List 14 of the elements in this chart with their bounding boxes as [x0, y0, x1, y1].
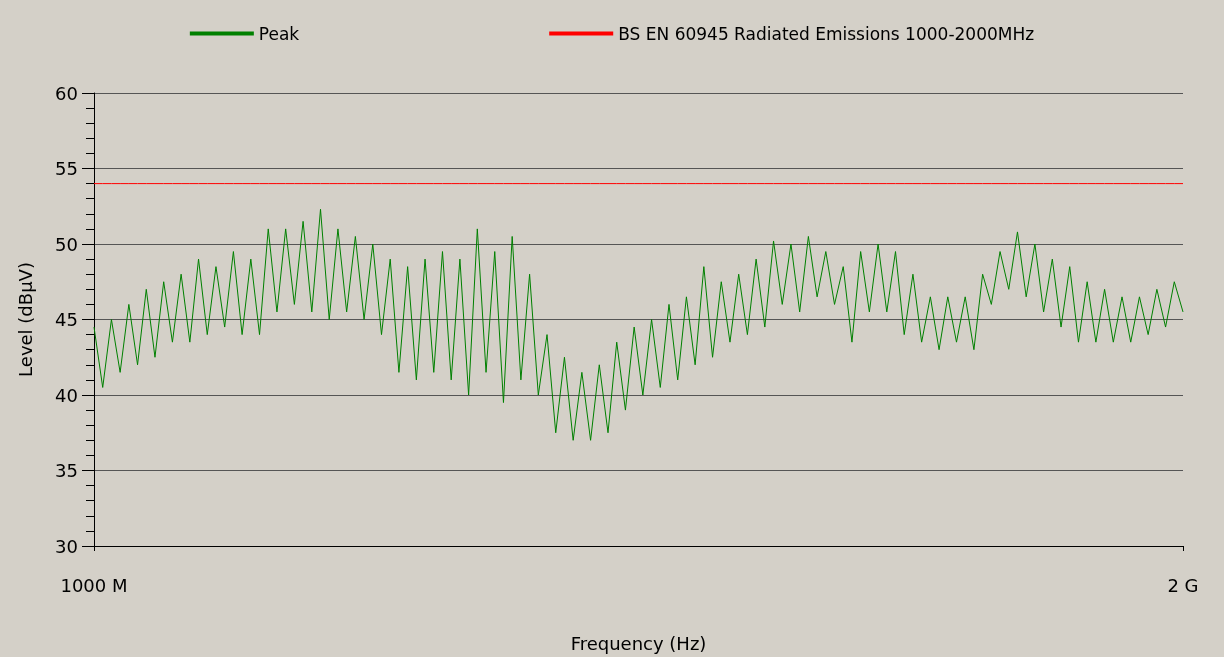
y-axis-title: Level (dBµV)	[14, 262, 36, 377]
legend-label: BS EN 60945 Radiated Emissions 1000-2000MHz	[618, 23, 1035, 44]
y-tick-label: 40	[55, 384, 78, 406]
x-axis-title: Frequency (Hz)	[570, 632, 707, 654]
x-tick-label: 2 G	[1167, 574, 1199, 596]
y-tick-label: 50	[55, 233, 78, 255]
line-series	[93, 208, 1184, 441]
y-tick-label: 45	[55, 309, 78, 330]
x-tick-label: 1000 M	[60, 574, 128, 596]
y-tick-label: 60	[55, 82, 78, 104]
y-tick-label: 35	[55, 460, 78, 481]
legend-label: Peak	[258, 23, 300, 44]
y-tick-label: 30	[55, 535, 78, 557]
y-tick-label: 55	[55, 158, 78, 179]
